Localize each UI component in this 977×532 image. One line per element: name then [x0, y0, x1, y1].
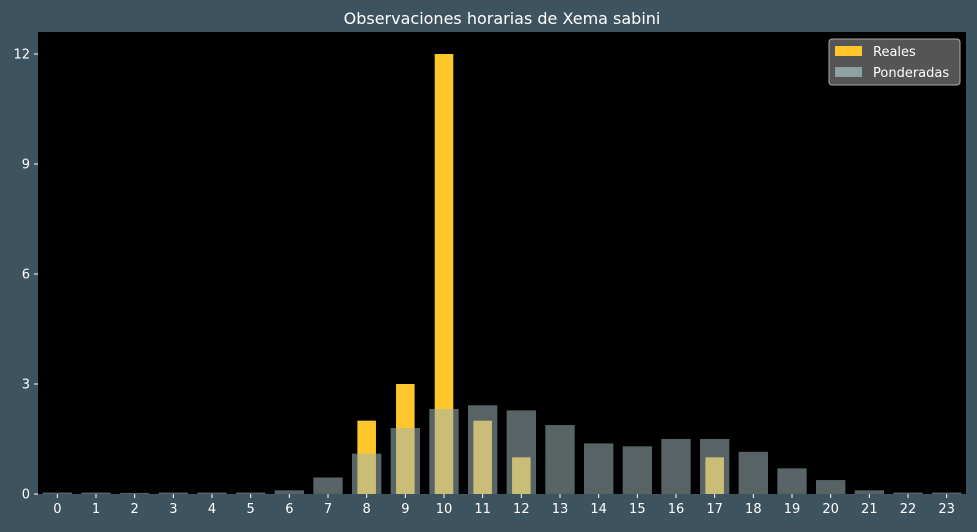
y-axis: 0 3 6 9 12 — [13, 48, 38, 503]
x-tick-label: 11 — [474, 502, 491, 517]
bar-ponderadas-23 — [931, 492, 962, 494]
bar-ponderadas-6 — [274, 490, 305, 494]
x-tick-label: 13 — [552, 502, 569, 517]
bar-ponderadas-5 — [235, 492, 266, 494]
x-tick-label: 3 — [169, 502, 177, 517]
bar-ponderadas-1 — [81, 492, 111, 494]
legend-swatch-reales — [835, 46, 862, 56]
bar-ponderadas-8 — [351, 453, 382, 494]
x-tick-label: 14 — [590, 502, 607, 517]
x-tick-label: 16 — [668, 502, 685, 517]
bar-ponderadas-2 — [119, 492, 150, 494]
x-tick-label: 22 — [900, 502, 917, 517]
bar-ponderadas-4 — [197, 492, 227, 494]
x-tick-label: 1 — [92, 502, 100, 517]
x-tick-label: 0 — [53, 502, 61, 517]
x-tick-label: 15 — [629, 502, 646, 517]
legend-label-reales: Reales — [873, 45, 916, 60]
bar-ponderadas-3 — [158, 492, 189, 494]
x-tick-label: 7 — [324, 502, 332, 517]
bar-ponderadas-16 — [661, 439, 691, 494]
y-tick-label: 3 — [22, 378, 30, 393]
bar-ponderadas-7 — [313, 477, 343, 494]
bar-ponderadas-17 — [699, 439, 730, 494]
x-tick-label: 18 — [745, 502, 762, 517]
x-tick-label: 9 — [401, 502, 409, 517]
bar-ponderadas-12 — [506, 410, 537, 494]
chart-title: Observaciones horarias de Xema sabini — [344, 9, 661, 28]
x-tick-label: 5 — [247, 502, 255, 517]
bar-ponderadas-9 — [390, 428, 421, 494]
x-tick-label: 10 — [436, 502, 453, 517]
x-tick-label: 20 — [822, 502, 839, 517]
bar-ponderadas-15 — [622, 446, 653, 494]
y-tick-label: 12 — [13, 48, 30, 63]
bar-ponderadas-18 — [738, 451, 769, 494]
bar-ponderadas-0 — [42, 492, 73, 494]
bar-ponderadas-19 — [777, 468, 807, 494]
x-tick-label: 8 — [363, 502, 371, 517]
legend-swatch-ponderadas — [835, 67, 862, 77]
bar-reales-10 — [434, 54, 454, 494]
x-tick-label: 17 — [706, 502, 723, 517]
x-tick-label: 23 — [938, 502, 955, 517]
bar-ponderadas-22 — [893, 492, 923, 494]
y-tick-label: 6 — [22, 268, 30, 283]
bar-ponderadas-14 — [583, 443, 614, 494]
legend: Reales Ponderadas — [828, 38, 961, 86]
bar-ponderadas-21 — [854, 490, 885, 494]
y-tick-label: 9 — [22, 158, 30, 173]
x-tick-label: 12 — [513, 502, 530, 517]
y-tick-label: 0 — [22, 488, 30, 503]
plot-area — [38, 32, 966, 494]
bar-ponderadas-11 — [467, 405, 498, 494]
x-tick-label: 6 — [285, 502, 293, 517]
bar-ponderadas-13 — [545, 425, 575, 494]
x-axis: 0 1 2 3 4 5 6 7 8 9 10 11 12 13 14 15 16 17 18 19 20 21 22 23 — [53, 494, 955, 517]
x-tick-label: 19 — [784, 502, 801, 517]
x-tick-label: 2 — [131, 502, 139, 517]
legend-label-ponderadas: Ponderadas — [873, 66, 949, 81]
bar-ponderadas-20 — [815, 480, 846, 494]
x-tick-label: 21 — [861, 502, 878, 517]
x-tick-label: 4 — [208, 502, 216, 517]
bar-ponderadas-10 — [429, 408, 459, 494]
series-ponderadas — [42, 405, 962, 494]
